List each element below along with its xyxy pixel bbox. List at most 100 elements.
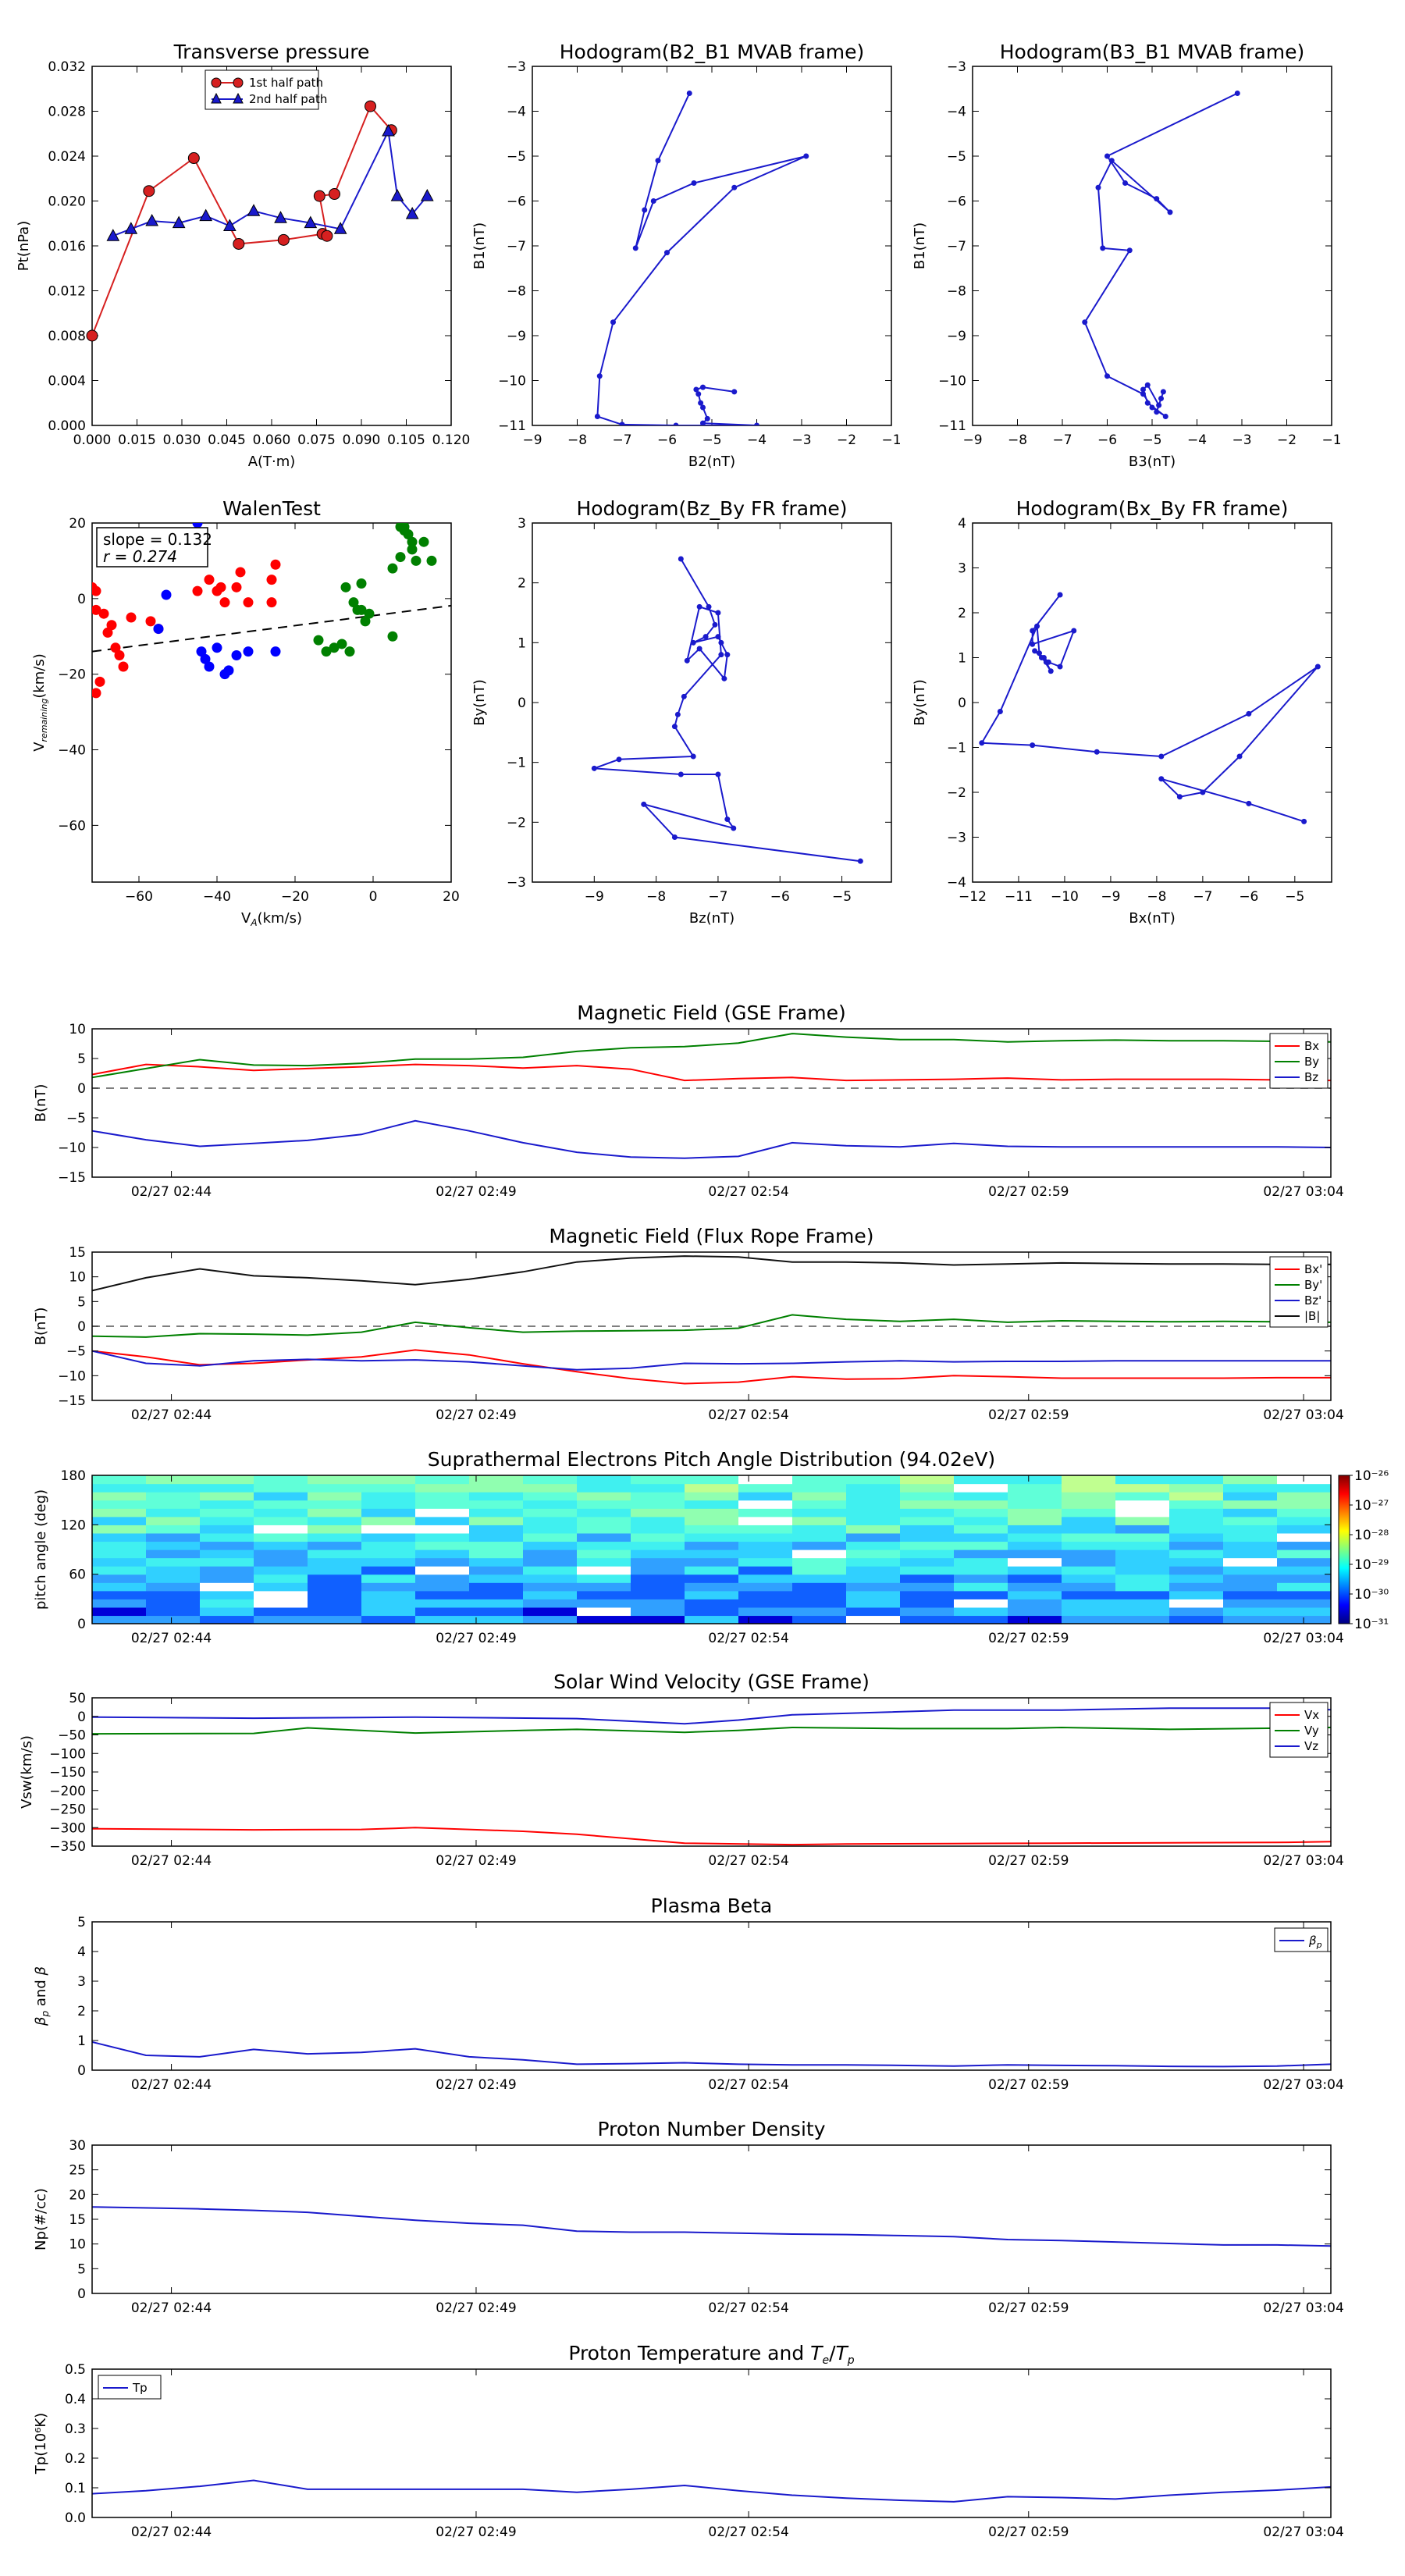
heatmap-cell [954,1500,1008,1509]
panel-hg2: Hodogram(B3_B1 MVAB frame) −9 −8 −7 −6 −5 −4 −3… [912,41,1342,470]
scatter-point [266,575,277,585]
y-tick-label: 4 [958,516,966,532]
heatmap-cell [200,1599,254,1608]
x-tick-label: −3 [791,432,811,448]
heatmap-cell [1169,1475,1224,1485]
series-line [1083,92,1238,418]
heatmap-cell [92,1532,147,1542]
y-tick-label: −5 [66,1111,86,1126]
heatmap-cell [469,1492,524,1501]
marker-dot [704,415,710,422]
heatmap-cell [685,1557,739,1567]
heatmap-cell [685,1590,739,1599]
heatmap-cell [415,1582,470,1592]
x-tick-label: −6 [1239,889,1258,905]
marker-dot [1094,749,1100,755]
legend-label: Bz' [1304,1293,1321,1308]
heatmap-cell [415,1574,470,1583]
heatmap-cell [846,1606,901,1617]
heatmap-cell [792,1492,847,1501]
heatmap-cell [361,1557,416,1567]
y-tick-label: 0.5 [65,2362,86,2378]
heatmap-cell [1115,1541,1170,1550]
heatmap-cell [415,1516,470,1525]
heatmap-cell [954,1516,1008,1525]
heatmap-cell [1169,1557,1224,1567]
heatmap-cell [361,1525,416,1534]
y-tick-label: 2 [77,2004,86,2019]
x-tick-label: −4 [1187,432,1207,448]
marker-triangle [390,189,404,201]
legend-label: By' [1304,1278,1322,1292]
marker-triangle [274,211,287,223]
heatmap-cell [577,1599,631,1608]
y-tick-label: 0 [77,1319,86,1335]
heatmap-cell [738,1475,793,1485]
x-tick-label: −8 [567,432,587,448]
x-tick-label: 02/27 02:54 [708,2524,788,2540]
y-tick-label: 0.004 [48,374,86,390]
marker-dot [803,153,809,159]
scatter-point [344,646,355,657]
heatmap-cell [846,1500,901,1509]
marker-dot [1314,664,1321,670]
scatter-point [352,604,363,615]
marker-dot [857,858,863,864]
marker-dot [596,373,603,379]
heatmap-cell [631,1557,685,1567]
y-tick-label: 0.028 [48,105,86,120]
heatmap-cell [308,1492,362,1501]
heatmap-cell [200,1566,254,1575]
plot-frame [972,522,1332,883]
marker-dot [1246,800,1252,806]
marker-dot [724,817,731,822]
marker-dot [712,621,718,628]
y-tick-label: 10 [69,1270,86,1286]
x-tick-label: −9 [962,432,982,448]
heatmap-cell [1277,1525,1332,1534]
heatmap-cell [254,1590,308,1599]
heatmap-cell [846,1566,901,1575]
x-tick-label: 02/27 02:59 [988,1184,1069,1200]
y-tick-label: 4 [77,1944,86,1960]
legend-label: Vy [1304,1724,1319,1738]
heatmap-cell [146,1475,201,1485]
plot-frame [91,2144,1332,2294]
heatmap-cell [361,1550,416,1559]
heatmap-cell [254,1541,308,1550]
heatmap-cell [469,1566,524,1575]
heatmap-cell [685,1483,739,1493]
marker-dot [1030,742,1036,749]
y-tick-label: 60 [69,1567,86,1583]
heatmap-cell [200,1582,254,1592]
marker-dot [684,657,690,664]
heatmap-cell [254,1508,308,1517]
heatmap-cell [900,1500,955,1509]
y-tick-label: −350 [49,1839,86,1855]
x-tick-label: −8 [1008,432,1027,448]
x-tick-label: −7 [612,432,631,448]
heatmap-cell [254,1574,308,1583]
marker-dot [1122,180,1128,186]
y-tick-label: −5 [947,149,966,165]
heatmap-cell [1115,1532,1170,1542]
heatmap-cell [1008,1483,1062,1493]
marker-dot [1030,628,1036,634]
plot-frame [91,1028,1332,1178]
marker-dot [1144,400,1151,406]
heatmap-cell [1062,1574,1116,1583]
heatmap-cell [1223,1566,1278,1575]
y-tick-label: −9 [947,329,966,344]
panel-title: Plasma Beta [651,1895,773,1917]
marker-dot [616,756,622,763]
heatmap-cell [361,1599,416,1608]
marker-dot [1030,641,1036,647]
heatmap-cell [577,1500,631,1509]
heatmap-cell [146,1492,201,1501]
panel-title: Hodogram(B2_B1 MVAB frame) [560,41,865,63]
heatmap-cell [577,1492,631,1501]
heatmap-cell [685,1599,739,1608]
marker-dot [1095,184,1101,190]
annotation-box [96,527,208,568]
